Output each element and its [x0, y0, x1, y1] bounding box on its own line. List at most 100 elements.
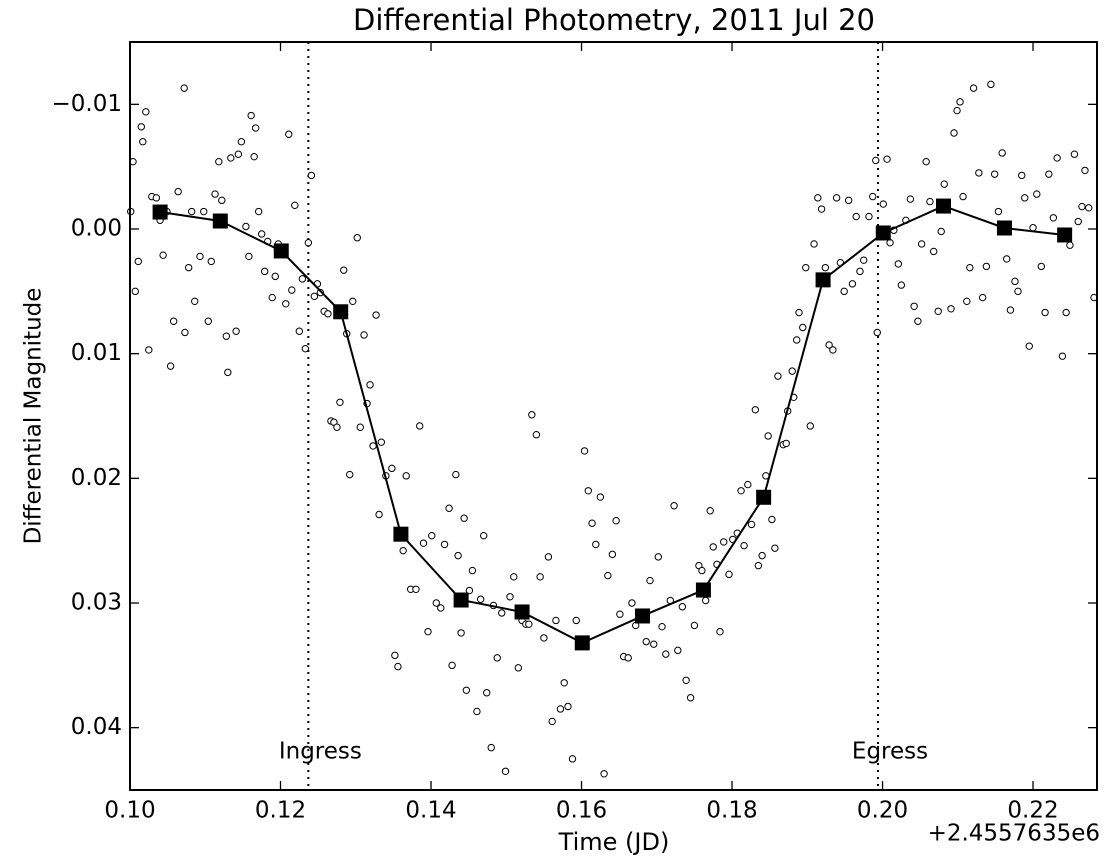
- binned-point: [1057, 227, 1073, 243]
- binned-point: [152, 204, 168, 220]
- data-point: [134, 257, 142, 266]
- binned-point: [695, 582, 711, 598]
- data-point: [709, 543, 717, 551]
- data-point: [852, 212, 860, 221]
- data-point: [1029, 224, 1037, 232]
- data-point: [394, 662, 402, 671]
- data-point: [473, 707, 481, 716]
- data-point: [930, 247, 938, 256]
- data-point: [234, 150, 243, 158]
- data-point: [969, 84, 978, 92]
- data-point: [1014, 287, 1022, 296]
- data-point: [686, 694, 695, 702]
- data-point: [419, 539, 428, 547]
- data-point: [552, 616, 560, 625]
- x-tick-label: 0.14: [405, 798, 456, 824]
- data-point: [698, 566, 706, 575]
- x-offset-text: +2.4557635e6: [928, 821, 1100, 847]
- data-point: [580, 447, 589, 455]
- data-point: [674, 646, 682, 655]
- data-point: [169, 317, 178, 325]
- data-point: [628, 599, 636, 607]
- data-point: [145, 346, 153, 354]
- data-point: [806, 422, 814, 430]
- data-point: [788, 367, 796, 375]
- data-point: [987, 80, 995, 89]
- data-point: [556, 705, 565, 713]
- data-point: [285, 130, 293, 138]
- data-point: [817, 205, 826, 213]
- data-point: [764, 432, 772, 440]
- data-point: [1053, 154, 1061, 162]
- data-point: [366, 381, 374, 389]
- data-point: [324, 310, 332, 318]
- data-point: [525, 620, 533, 628]
- data-point: [650, 640, 658, 648]
- data-point: [678, 603, 687, 611]
- data-point: [402, 472, 410, 480]
- data-point: [204, 317, 212, 325]
- data-point: [754, 561, 763, 570]
- data-point: [934, 307, 942, 315]
- binned-point: [756, 489, 772, 505]
- data-point: [139, 138, 147, 146]
- data-point: [137, 123, 145, 131]
- data-point: [457, 629, 465, 637]
- data-point: [291, 201, 299, 210]
- data-point: [747, 520, 756, 529]
- event-label: Ingress: [279, 739, 362, 765]
- data-point: [1085, 204, 1093, 212]
- data-point: [498, 609, 506, 617]
- data-point: [372, 311, 380, 319]
- x-tick-label: 0.22: [1007, 798, 1058, 824]
- data-point: [465, 586, 474, 595]
- data-point: [768, 515, 776, 524]
- data-point: [624, 654, 632, 662]
- data-point: [840, 287, 848, 296]
- data-point: [196, 252, 204, 261]
- data-point: [288, 286, 296, 294]
- plot-frame: [129, 41, 1098, 791]
- data-point: [257, 230, 266, 238]
- data-point: [978, 293, 987, 302]
- data-point: [468, 566, 477, 575]
- data-point: [572, 616, 580, 625]
- data-point: [440, 540, 449, 549]
- data-point: [510, 573, 518, 581]
- data-point: [268, 293, 276, 302]
- data-point: [487, 743, 495, 752]
- data-point: [998, 149, 1006, 157]
- data-point: [301, 344, 310, 353]
- data-point: [1070, 150, 1079, 158]
- data-point: [188, 207, 196, 216]
- data-point: [460, 514, 468, 522]
- data-point: [377, 438, 386, 446]
- data-point: [445, 504, 453, 512]
- data-point: [883, 155, 891, 163]
- data-point: [424, 627, 432, 636]
- data-point: [737, 487, 745, 495]
- data-point: [897, 281, 906, 289]
- binned-point: [453, 592, 469, 608]
- data-point: [412, 585, 420, 593]
- data-point: [174, 187, 182, 196]
- data-point: [1033, 190, 1041, 198]
- data-point: [247, 111, 255, 120]
- data-point: [462, 686, 471, 694]
- data-point: [536, 573, 544, 581]
- data-point: [1006, 306, 1015, 314]
- data-point: [215, 157, 223, 166]
- data-point: [336, 398, 344, 406]
- data-point: [771, 544, 779, 552]
- data-point: [844, 196, 853, 205]
- binned-point: [935, 198, 951, 214]
- y-tick-label: 0.01: [71, 340, 122, 366]
- data-point: [1062, 308, 1070, 317]
- data-point: [166, 362, 175, 370]
- data-point: [832, 194, 841, 202]
- data-point: [211, 190, 219, 198]
- data-point: [758, 551, 766, 560]
- data-point: [564, 702, 572, 711]
- data-point: [869, 192, 877, 201]
- x-tick-label: 0.12: [255, 798, 306, 824]
